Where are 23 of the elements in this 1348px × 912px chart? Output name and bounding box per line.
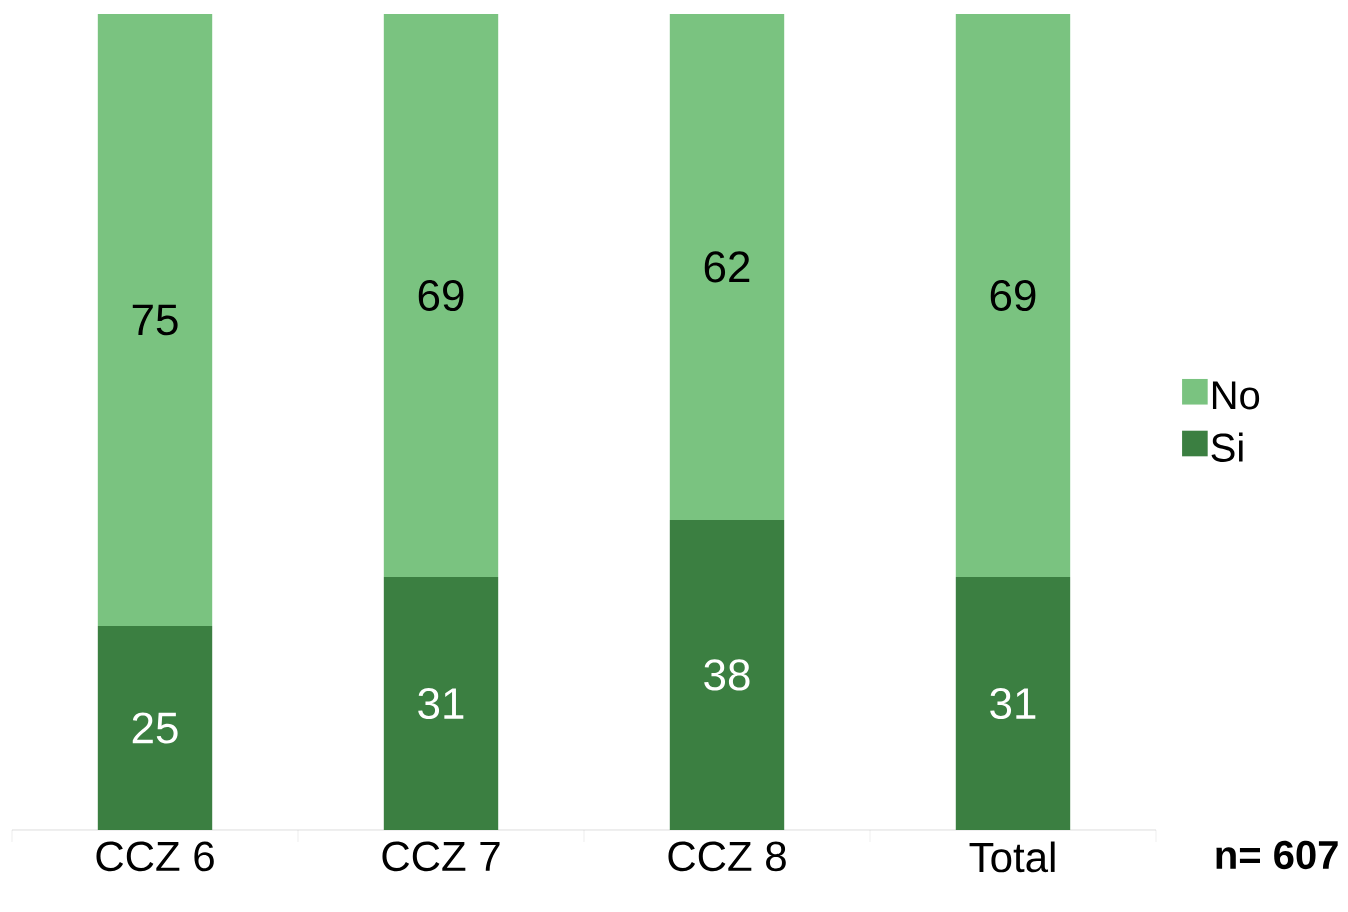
legend-label: Si: [1211, 432, 1243, 462]
data-label: 25: [132, 712, 178, 744]
data-label: 69: [418, 279, 464, 312]
x-tick-label: CCZ 6: [96, 841, 214, 872]
x-tick-label: CCZ 8: [668, 841, 786, 872]
bar: [383, 13, 499, 578]
data-label: 62: [704, 251, 750, 283]
data-label: 38: [704, 659, 750, 691]
bar: [669, 13, 785, 520]
text: n= 607: [1216, 840, 1338, 870]
bar: [97, 13, 213, 626]
bar: [97, 625, 213, 830]
data-label: 31: [990, 687, 1036, 720]
bar: [955, 577, 1071, 830]
bar: [383, 577, 499, 830]
x-tick-label: Total: [969, 841, 1055, 873]
data-label: 69: [990, 279, 1036, 312]
legend-label: No: [1212, 381, 1260, 410]
x-tick-label: CCZ 7: [382, 841, 500, 872]
data-label: 31: [418, 687, 464, 720]
bar: [669, 519, 785, 830]
data-label: 75: [132, 304, 178, 336]
bar: [955, 13, 1071, 578]
